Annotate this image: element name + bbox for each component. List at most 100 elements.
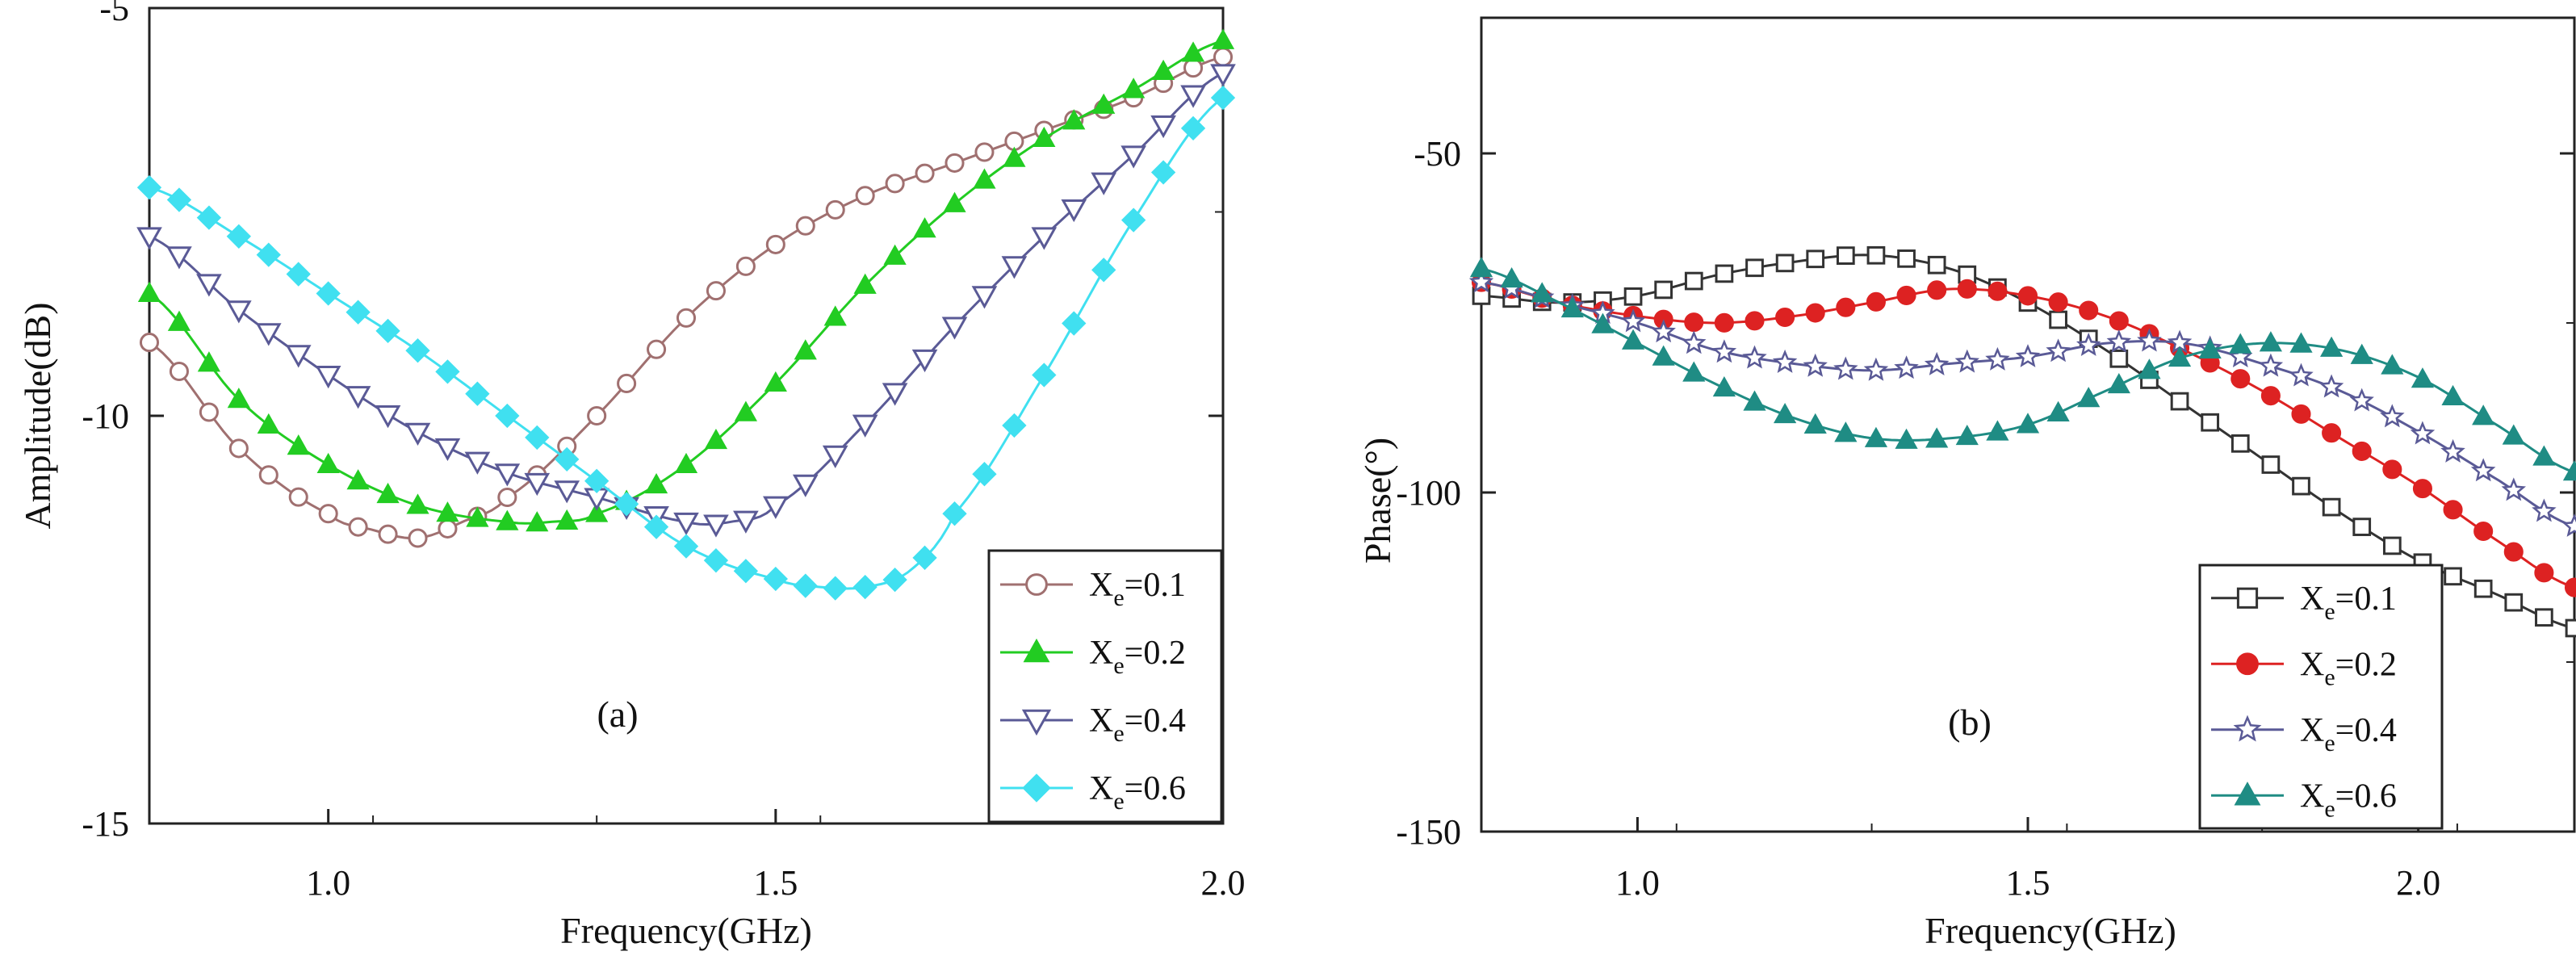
data-point xyxy=(346,469,370,490)
y-tick-label: -100 xyxy=(1396,473,1461,513)
data-point xyxy=(1806,249,1825,269)
series-group-a xyxy=(136,28,1236,601)
data-point xyxy=(1864,426,1888,447)
data-point xyxy=(555,446,580,472)
data-point xyxy=(2319,336,2344,357)
legend-box xyxy=(2198,564,2444,830)
legend-entry: Xe=0.2 xyxy=(1000,635,1186,679)
data-point xyxy=(526,511,549,532)
data-point xyxy=(1120,145,1146,169)
data-point xyxy=(2201,413,2220,432)
data-point xyxy=(405,338,430,363)
data-point xyxy=(2289,363,2314,387)
data-point xyxy=(972,462,997,487)
legend-label: Xe=0.1 xyxy=(2300,580,2397,625)
data-point xyxy=(703,548,729,573)
data-point xyxy=(2228,344,2253,368)
data-point xyxy=(2562,460,2576,481)
data-point xyxy=(434,438,461,462)
data-point xyxy=(1836,246,1855,265)
data-point xyxy=(2109,349,2129,368)
data-point xyxy=(2109,311,2129,331)
data-point xyxy=(2470,458,2496,482)
data-point xyxy=(316,452,340,474)
x-tick-label: 1.5 xyxy=(753,863,798,903)
data-point xyxy=(1150,160,1176,185)
data-point xyxy=(136,227,162,250)
data-point xyxy=(348,517,368,537)
data-point xyxy=(2535,608,2553,627)
series-xe-0-1 xyxy=(1472,245,2576,638)
legend-label: Xe=0.6 xyxy=(2300,777,2397,822)
data-point xyxy=(2380,404,2405,428)
data-point xyxy=(823,576,848,601)
data-point xyxy=(2441,384,2465,406)
data-point xyxy=(703,514,729,538)
data-point xyxy=(793,573,818,598)
data-point xyxy=(733,510,759,534)
data-point xyxy=(1803,353,1828,377)
legend-marker xyxy=(2234,782,2261,806)
data-point xyxy=(676,308,697,328)
data-point xyxy=(406,493,429,514)
data-point xyxy=(1091,258,1116,283)
data-point xyxy=(617,373,637,394)
data-point xyxy=(1897,249,1916,268)
data-point xyxy=(1775,254,1795,273)
data-point xyxy=(733,559,759,584)
data-point xyxy=(942,501,967,526)
data-point xyxy=(2230,434,2250,453)
data-point xyxy=(1836,297,1856,317)
data-point xyxy=(1833,356,1858,380)
data-point xyxy=(318,504,338,524)
data-point xyxy=(497,487,517,508)
legend-entry: Xe=0.1 xyxy=(2211,580,2397,625)
data-point xyxy=(226,300,252,324)
data-point xyxy=(1986,420,2009,441)
legend-entry: Xe=0.6 xyxy=(2211,777,2397,822)
data-point xyxy=(1183,58,1204,78)
data-point xyxy=(973,168,996,189)
legend-entry: Xe=0.4 xyxy=(2211,712,2397,757)
data-point xyxy=(2440,438,2465,463)
data-point xyxy=(199,402,219,422)
data-point xyxy=(1745,311,1765,331)
legend-a: Xe=0.1 Xe=0.2 Xe=0.4 Xe=0.6 xyxy=(987,549,1223,824)
series-xe-0-4 xyxy=(1468,269,2576,537)
data-point xyxy=(1001,256,1028,279)
data-point xyxy=(822,445,848,469)
series-xe-0-6 xyxy=(1469,257,2576,481)
legend-b: Xe=0.1 Xe=0.2 Xe=0.4 Xe=0.6 xyxy=(2198,564,2444,830)
data-point xyxy=(763,566,788,592)
data-point xyxy=(1181,41,1205,62)
data-point xyxy=(1651,319,1676,343)
data-point xyxy=(882,383,908,406)
data-point xyxy=(258,465,279,485)
data-point xyxy=(286,262,311,287)
data-point xyxy=(941,316,968,340)
legend-entry: Xe=0.1 xyxy=(1000,567,1186,611)
x-tick-label: 1.5 xyxy=(2006,863,2050,903)
y-tick-label: -15 xyxy=(82,804,129,844)
data-point xyxy=(2534,563,2554,583)
data-point xyxy=(795,216,815,236)
data-point xyxy=(464,451,491,475)
data-point xyxy=(554,480,580,504)
data-point xyxy=(1210,85,1236,111)
data-point xyxy=(226,224,251,249)
data-point xyxy=(2229,333,2252,354)
data-point xyxy=(1652,345,1675,366)
y-tick-label: -50 xyxy=(1414,134,1461,174)
data-point xyxy=(1745,258,1764,278)
data-point xyxy=(1092,93,1116,114)
data-point xyxy=(587,405,607,426)
data-point xyxy=(1805,303,1825,323)
data-point xyxy=(1032,363,1057,388)
legend-box xyxy=(987,549,1223,824)
data-point xyxy=(2318,374,2344,398)
data-point xyxy=(2564,577,2576,597)
y-axis-title-b: Phase(°) xyxy=(1357,438,1398,564)
data-point xyxy=(853,273,877,294)
data-point xyxy=(2258,353,2284,377)
